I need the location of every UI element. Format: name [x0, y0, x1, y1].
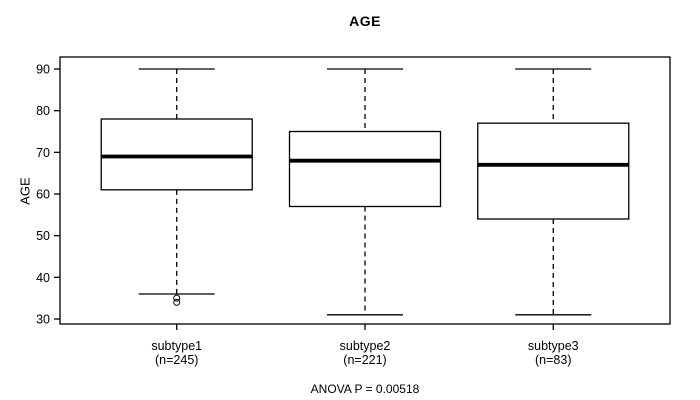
outlier-point [173, 294, 181, 302]
anova-p-value-text: ANOVA P = 0.00518 [310, 382, 420, 396]
iqr-box [288, 130, 442, 208]
chart-title: AGE [349, 13, 381, 29]
y-tick-label: 30 [36, 313, 50, 327]
group-label: subtype2 [340, 339, 391, 353]
group-label: subtype1 [151, 339, 202, 353]
group-label: subtype3 [528, 339, 579, 353]
y-tick-label: 80 [36, 104, 50, 118]
iqr-box [477, 122, 630, 220]
group-n-label: (n=221) [343, 353, 386, 367]
iqr-box [100, 118, 253, 191]
y-tick-label: 70 [36, 146, 50, 160]
outlier-point [173, 298, 181, 306]
y-tick-label: 40 [36, 271, 50, 285]
y-tick-label: 50 [36, 229, 50, 243]
group-n-label: (n=245) [155, 353, 198, 367]
group-n-label: (n=83) [535, 353, 571, 367]
y-tick-label: 60 [36, 188, 50, 202]
y-tick-label: 90 [36, 63, 50, 77]
